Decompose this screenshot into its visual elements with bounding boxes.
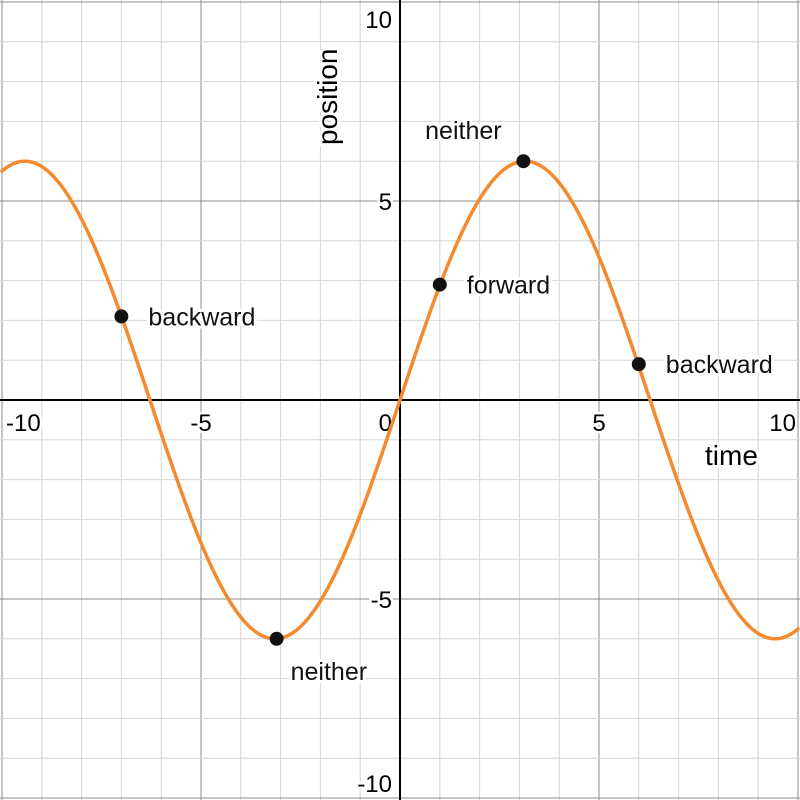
x-tick-label: 5 [592, 410, 605, 437]
point-label: backward [666, 351, 773, 379]
data-points [114, 154, 646, 646]
point-label: neither [425, 117, 501, 145]
point-label: backward [148, 303, 255, 331]
x-tick-label: -10 [6, 410, 41, 437]
point-label: forward [467, 272, 550, 300]
y-tick-label: 10 [365, 7, 392, 34]
y-tick-label: -5 [371, 587, 392, 614]
y-tick-label: 5 [379, 189, 392, 216]
x-tick-label: 10 [769, 410, 796, 437]
data-point [269, 631, 284, 646]
x-tick-label: -5 [190, 410, 211, 437]
y-tick-label: -10 [357, 771, 392, 798]
position-curve [0, 159, 800, 641]
point-label: neither [291, 658, 367, 686]
data-point [114, 309, 129, 324]
data-point [631, 357, 646, 372]
point-labels: backward neither forward neither backward [145, 114, 775, 689]
data-point [516, 154, 531, 169]
curve-series [0, 159, 800, 641]
data-point [432, 277, 447, 292]
x-axis-label: time [705, 440, 758, 471]
y-axis-label: position [312, 48, 343, 145]
